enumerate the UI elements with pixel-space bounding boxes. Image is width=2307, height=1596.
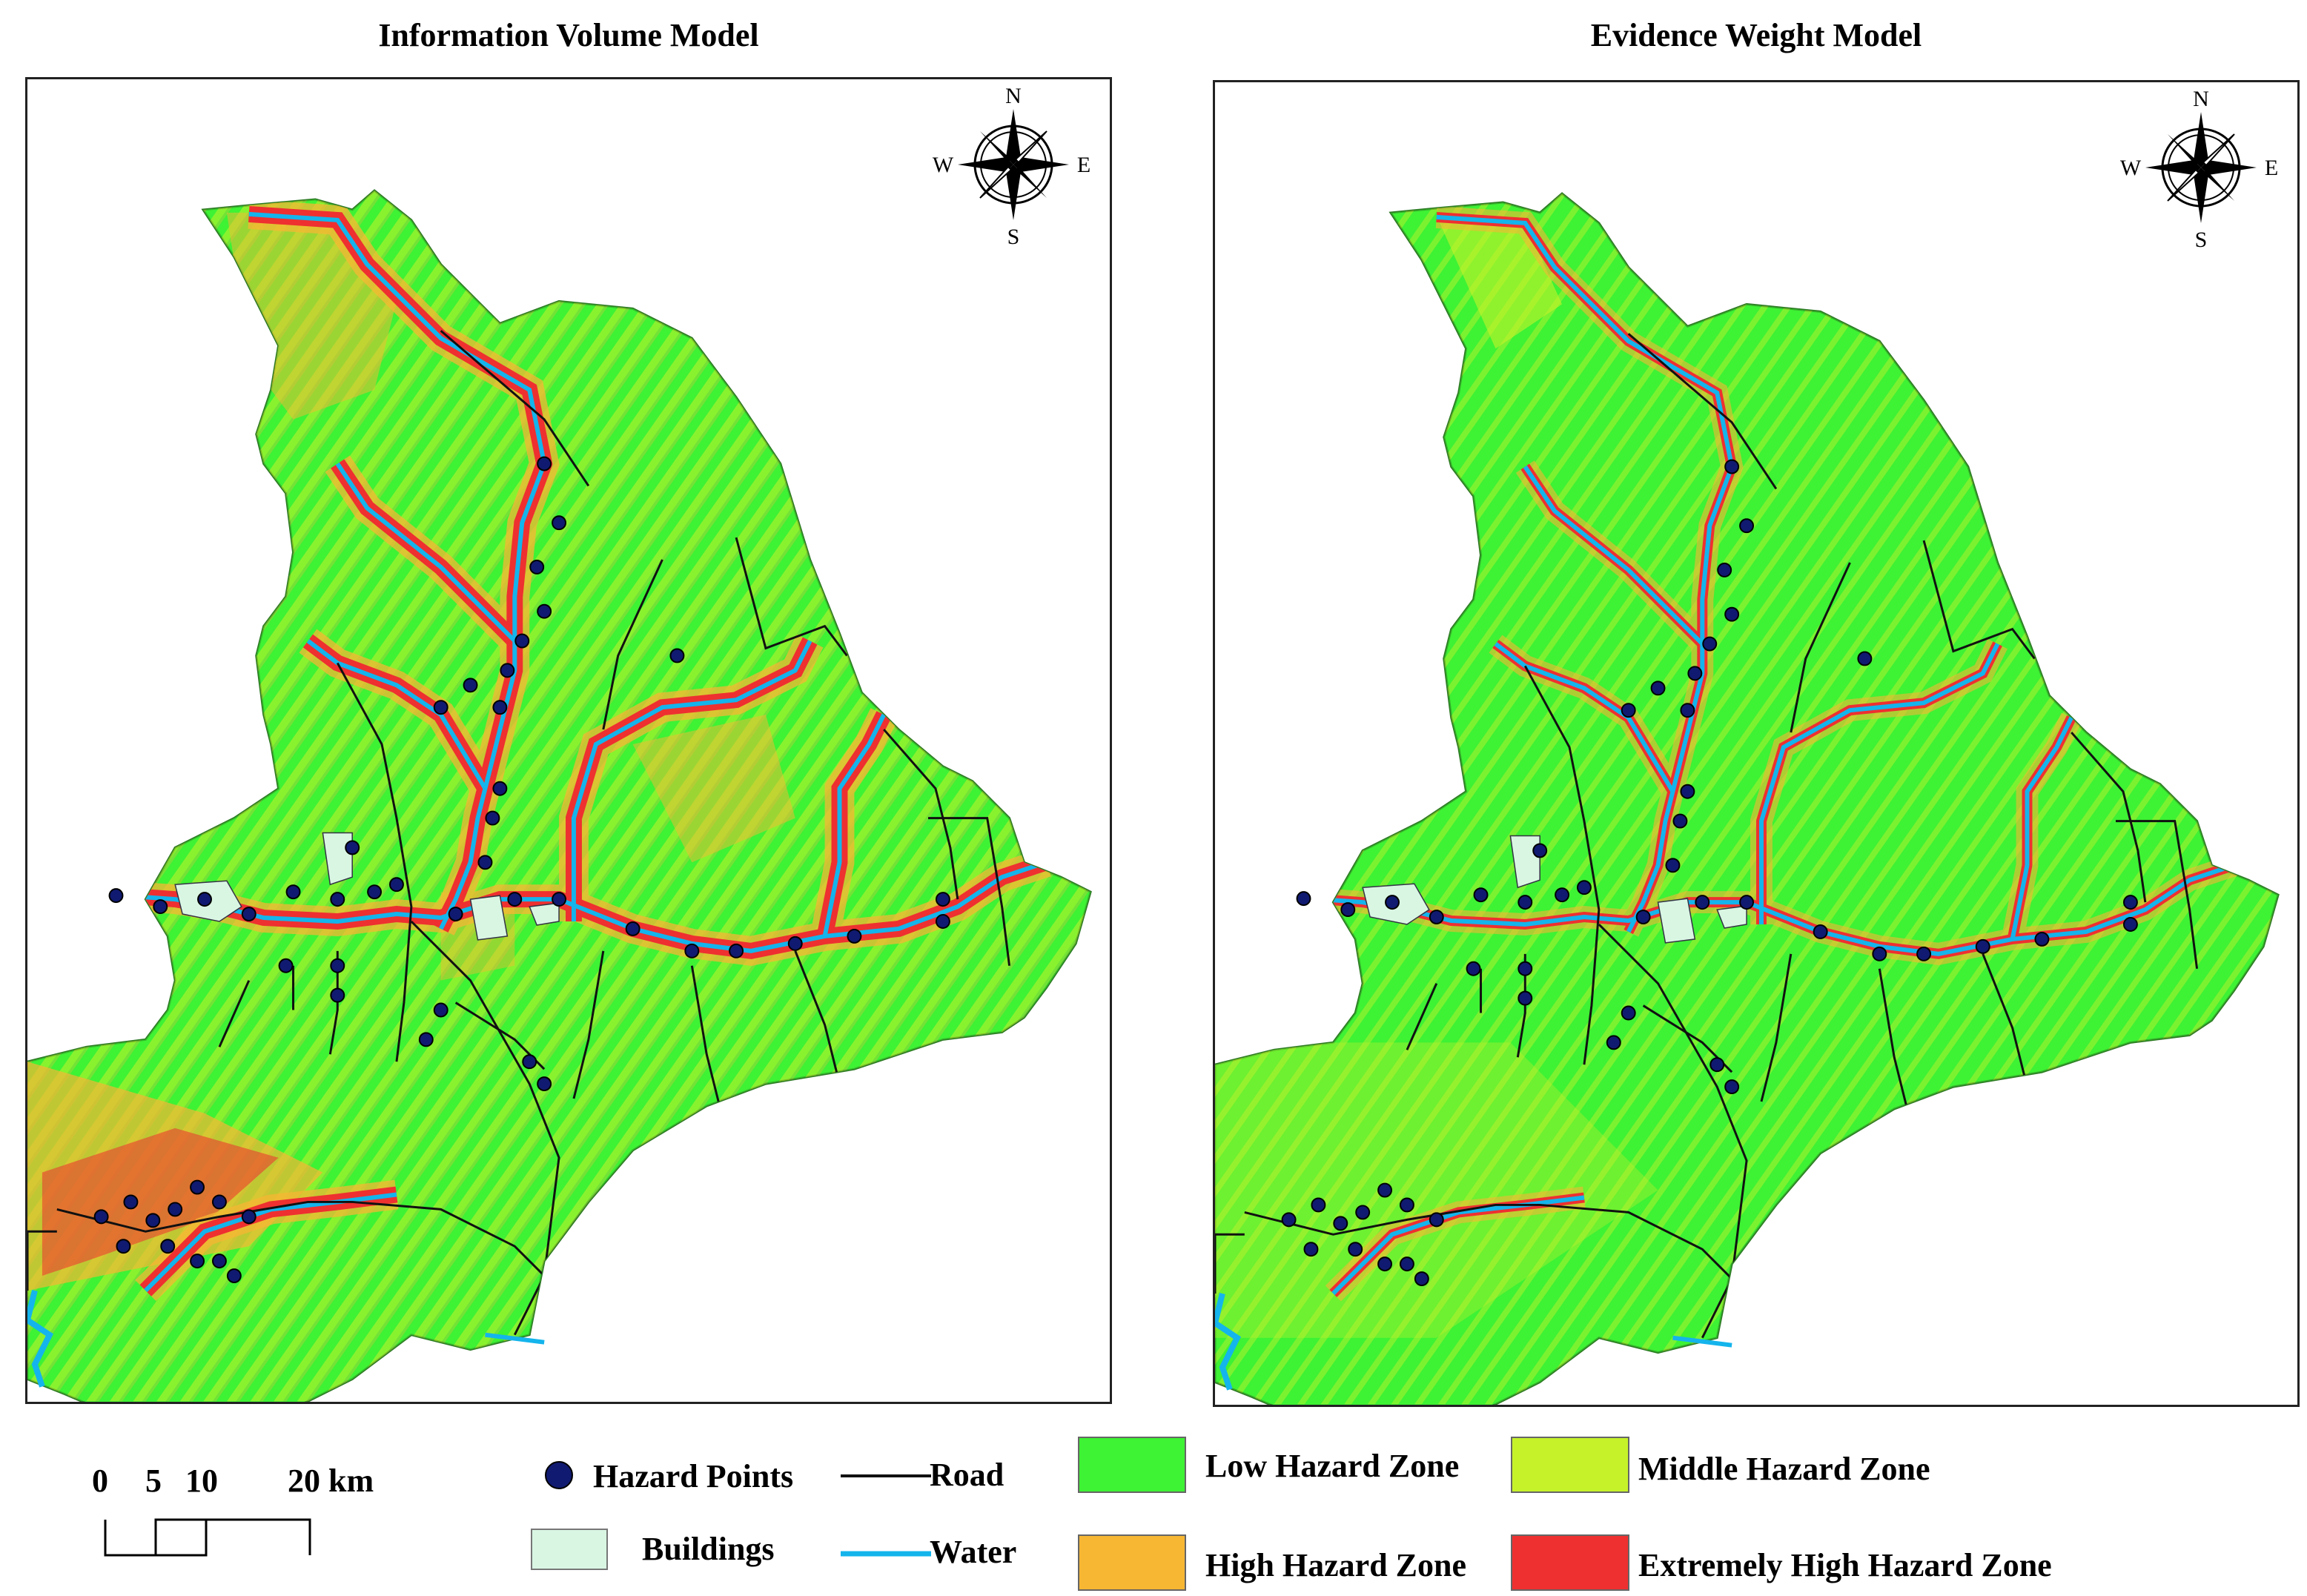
map-title-evidence-weight: Evidence Weight Model (1590, 17, 1922, 53)
compass-s-label: S (1007, 225, 1020, 249)
hazard-map-evidence-weight (1215, 192, 2280, 1405)
scale-label-20km: 20 km (288, 1463, 374, 1499)
compass-w-label: W (2120, 156, 2142, 180)
road-line-symbol (841, 1474, 931, 1477)
scale-label-5: 5 (145, 1463, 162, 1499)
map-panel-evidence-weight: N S W E (1213, 80, 2300, 1407)
legend-hazard-points-label: Hazard Points (593, 1458, 794, 1494)
north-arrow-compass: N S W E (2120, 87, 2278, 252)
compass-w-label: W (933, 153, 954, 177)
legend-middle-hazard-label: Middle Hazard Zone (1638, 1451, 1930, 1487)
legend-buildings-label: Buildings (642, 1531, 775, 1567)
hazard-points (93, 456, 950, 1283)
compass-n-label: N (1005, 84, 1022, 108)
compass-e-label: E (1077, 153, 1090, 177)
low-hazard-swatch (1078, 1437, 1186, 1493)
compass-n-label: N (2193, 87, 2209, 111)
water-line-symbol (841, 1551, 931, 1557)
hazard-point-symbol (545, 1461, 573, 1489)
buildings-swatch (531, 1529, 608, 1570)
map-title-information-volume: Information Volume Model (378, 17, 759, 53)
middle-hazard-swatch (1511, 1437, 1629, 1493)
hazard-points (1281, 459, 2138, 1286)
compass-e-label: E (2265, 156, 2278, 180)
compass-s-label: S (2195, 228, 2208, 252)
scale-label-0: 0 (92, 1463, 108, 1499)
extreme-hazard-swatch (1511, 1534, 1629, 1591)
map-panel-information-volume: N S W E (25, 77, 1112, 1404)
legend-high-hazard-label: High Hazard Zone (1205, 1547, 1467, 1583)
legend-water-label: Water (930, 1534, 1017, 1570)
north-arrow-compass: N S W E (933, 84, 1090, 249)
legend-road-label: Road (930, 1457, 1004, 1493)
high-hazard-swatch (1078, 1534, 1186, 1591)
legend-extreme-hazard-label: Extremely High Hazard Zone (1638, 1547, 2052, 1583)
hazard-map-information-volume (27, 189, 1092, 1402)
scale-bar-graphic (104, 1518, 311, 1557)
scale-label-10: 10 (185, 1463, 218, 1499)
legend-low-hazard-label: Low Hazard Zone (1205, 1448, 1460, 1484)
